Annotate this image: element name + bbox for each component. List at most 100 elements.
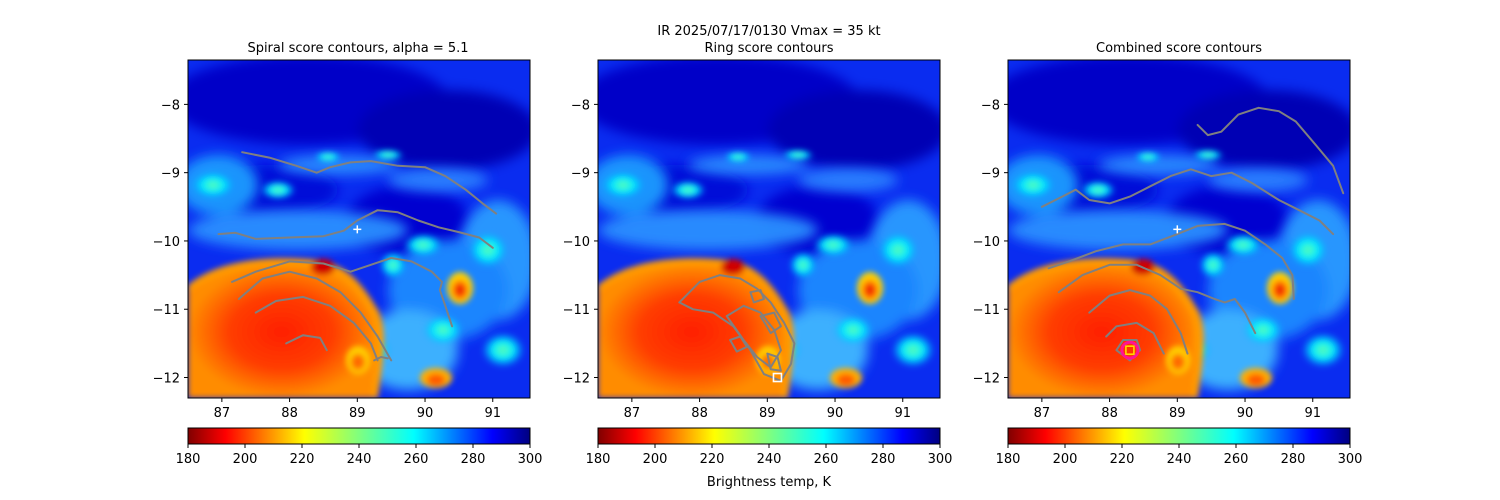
- colorbar-tick-label: 180: [176, 452, 201, 467]
- contour-line: [759, 311, 782, 335]
- y-tick-label: −8: [981, 98, 1000, 113]
- marker-layer: [1120, 225, 1182, 360]
- x-tick-label: 90: [1237, 406, 1254, 421]
- x-tick-label: 88: [1101, 406, 1118, 421]
- contour-layer: [678, 274, 796, 382]
- contour-line: [749, 289, 765, 304]
- contour-line: [285, 334, 328, 352]
- contour-line: [1196, 106, 1345, 195]
- colorbar-tick-label: 300: [1338, 452, 1363, 467]
- colorbar-tick-label: 220: [1110, 452, 1135, 467]
- x-tick-label: 90: [417, 406, 434, 421]
- square-marker: [1125, 345, 1135, 356]
- panel-ring: Ring score contours 87 88 89 90 91 −8 −9 −10 −11…: [563, 41, 953, 490]
- colorbar-tick-label: 300: [518, 452, 543, 467]
- colorbar-label: Brightness temp, K: [707, 475, 832, 490]
- x-tick-label: 87: [214, 406, 231, 421]
- x-tick-label: 89: [349, 406, 366, 421]
- x-tick-label: 90: [827, 406, 844, 421]
- panel-title: Combined score contours: [1096, 41, 1262, 56]
- contour-line: [729, 335, 748, 353]
- colorbar-tick-label: 280: [461, 452, 486, 467]
- colorbar: [597, 427, 941, 445]
- heatmap-image: [168, 55, 538, 398]
- y-tick-label: −10: [153, 235, 180, 250]
- colorbar-tick-label: 260: [404, 452, 429, 467]
- contour-line: [217, 209, 494, 249]
- contour-line: [1040, 168, 1335, 236]
- x-tick-label: 88: [691, 406, 708, 421]
- heatmap-image: [988, 55, 1358, 398]
- contour-line: [237, 270, 393, 362]
- ring-marker: [1120, 340, 1140, 360]
- colorbar-tick-label: 260: [1224, 452, 1249, 467]
- x-tick-label: 89: [1169, 406, 1186, 421]
- colorbar-tick-label: 180: [586, 452, 611, 467]
- y-tick-label: −12: [563, 372, 590, 387]
- y-tick-label: −11: [563, 303, 590, 318]
- contour-line: [1105, 321, 1165, 355]
- x-tick-label: 91: [1304, 406, 1321, 421]
- colorbar-tick-label: 200: [233, 452, 258, 467]
- contour-line: [231, 257, 454, 328]
- colorbar-tick-label: 240: [757, 452, 782, 467]
- contour-line: [241, 151, 498, 215]
- axis-ticks: 87 88 89 90 91 −8 −9 −10 −11 −12: [153, 98, 501, 421]
- colorbar-tick-label: 300: [928, 452, 953, 467]
- y-tick-label: −9: [981, 167, 1000, 182]
- axes-frame: [187, 59, 531, 399]
- colorbar-tick-label: 200: [643, 452, 668, 467]
- axis-ticks: 87 88 89 90 91 −8 −9 −10 −11 −12: [973, 98, 1321, 421]
- contour-line: [725, 304, 782, 369]
- y-tick-label: −8: [571, 98, 590, 113]
- figure-suptitle: IR 2025/07/17/0130 Vmax = 35 kt: [657, 24, 880, 39]
- y-tick-label: −12: [973, 372, 1000, 387]
- center-plus-marker: [1173, 225, 1182, 234]
- marker-layer: [772, 372, 783, 383]
- colorbar-tick-label: 240: [347, 452, 372, 467]
- contour-layer: [1040, 106, 1345, 362]
- contour-layer: [217, 151, 498, 362]
- x-tick-label: 87: [1034, 406, 1051, 421]
- x-tick-label: 91: [894, 406, 911, 421]
- colorbar: [1007, 427, 1351, 445]
- colorbar-tick-label: 220: [290, 452, 315, 467]
- colorbar-tick-label: 240: [1167, 452, 1192, 467]
- y-tick-label: −11: [973, 303, 1000, 318]
- marker-layer: [353, 225, 362, 234]
- panel-combined: Combined score contours 87 88 89 90 91 −8 −9 −1…: [973, 41, 1363, 467]
- colorbar-tick-label: 260: [814, 452, 839, 467]
- contour-line: [1088, 289, 1189, 355]
- colorbar-tick-label: 220: [700, 452, 725, 467]
- y-tick-label: −9: [161, 167, 180, 182]
- panel-spiral: Spiral score contours, alpha = 5.1 87 88 8…: [153, 41, 543, 467]
- colorbar-ticks: 180 200 220 240 260 280 300: [586, 444, 953, 467]
- colorbar: [187, 427, 531, 445]
- y-tick-label: −8: [161, 98, 180, 113]
- panel-title: Spiral score contours, alpha = 5.1: [247, 41, 468, 56]
- axis-ticks: 87 88 89 90 91 −8 −9 −10 −11 −12: [563, 98, 911, 421]
- colorbar-tick-label: 200: [1053, 452, 1078, 467]
- x-tick-label: 91: [484, 406, 501, 421]
- y-tick-label: −12: [153, 372, 180, 387]
- contour-line: [678, 274, 796, 382]
- y-tick-label: −10: [973, 235, 1000, 250]
- colorbar-tick-label: 180: [996, 452, 1021, 467]
- center-plus-marker: [353, 225, 362, 234]
- y-tick-label: −10: [563, 235, 590, 250]
- contour-line: [373, 356, 389, 362]
- heatmap-image: [578, 55, 948, 398]
- contour-line: [766, 352, 782, 372]
- figure-suptitle-line2: Ring score contours: [704, 41, 833, 56]
- contour-line: [254, 295, 379, 362]
- contour-line: [1057, 263, 1257, 335]
- contour-line: [1047, 222, 1295, 300]
- axes-frame: [1007, 59, 1351, 399]
- colorbar-ticks: 180 200 220 240 260 280 300: [996, 444, 1363, 467]
- square-marker: [772, 372, 783, 383]
- x-tick-label: 89: [759, 406, 776, 421]
- x-tick-label: 88: [281, 406, 298, 421]
- y-tick-label: −11: [153, 303, 180, 318]
- colorbar-ticks: 180 200 220 240 260 280 300: [176, 444, 543, 467]
